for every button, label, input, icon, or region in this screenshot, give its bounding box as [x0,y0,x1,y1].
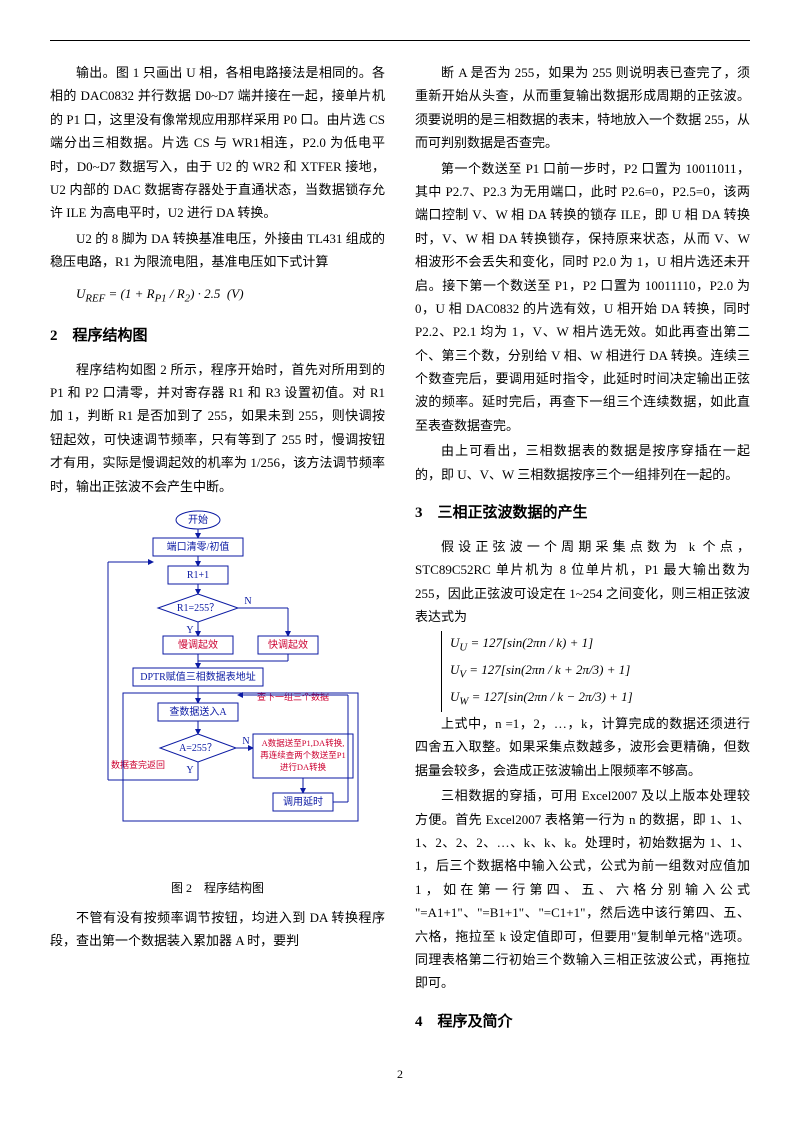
fc-label-y2: Y [186,765,193,776]
fc-label-n2: N [242,736,249,747]
fc-cmp-r1: R1=255？ [176,603,218,614]
right-p6: 三相数据的穿插，可用 Excel2007 及以上版本处理较方便。首先 Excel… [415,784,750,995]
fc-delay: 调用延时 [283,796,323,808]
eq-uu: UU = 127[sin(2πn / k) + 1] [450,631,750,658]
figure-2-caption: 图 2 程序结构图 [50,878,385,900]
left-p3: 程序结构如图 2 所示，程序开始时，首先对所用到的 P1 和 P2 口清零，并对… [50,358,385,498]
heading-section-4: 4 程序及简介 [415,1009,750,1036]
fc-inc: R1+1 [186,570,208,581]
top-rule [50,40,750,41]
right-p3: 由上可看出，三相数据表的数据是按序穿插在一起的，即 U、V、W 三相数据按序三个… [415,439,750,486]
fc-slow: 慢调起效 [178,638,218,651]
fc-da-line1: A数据送至P1,DA转换, [261,738,344,748]
eq-uw: UW = 127[sin(2πn / k − 2π/3) + 1] [450,685,750,712]
left-p1: 输出。图 1 只画出 U 相，各相电路接法是相同的。各相的 DAC0832 并行… [50,61,385,225]
left-column: 输出。图 1 只画出 U 相，各相电路接法是相同的。各相的 DAC0832 并行… [50,61,385,1044]
fc-cmp-a: A=255？ [179,743,217,754]
formula-uref: UREF = (1 + RP1 / R2) · 2.5 (V) [50,282,385,309]
right-column: 断 A 是否为 255，如果为 255 则说明表已查完了，须重新开始从头查，从而… [415,61,750,1044]
right-p2: 第一个数送至 P1 口前一步时，P2 口置为 10011011，其中 P2.7、… [415,157,750,438]
page-number: 2 [50,1064,750,1086]
right-p5: 上式中，n =1，2，…，k，计算完成的数据还须进行四舍五入取整。如果采集点数越… [415,712,750,782]
left-p2: U2 的 8 脚为 DA 转换基准电压，外接由 TL431 组成的稳压电路，R1… [50,227,385,274]
left-p4: 不管有没有按频率调节按钮，均进入到 DA 转换程序段，查出第一个数据装入累加器 … [50,906,385,953]
fc-da-line3: 进行DA转换 [279,762,326,772]
fc-fast: 快调起效 [268,638,308,651]
fc-init: 端口清零/初值 [166,540,229,553]
heading-section-3: 3 三相正弦波数据的产生 [415,500,750,527]
fc-da-line2: 再连续查两个数送至P1 [260,750,345,760]
eq-uv: UV = 127[sin(2πn / k + 2π/3) + 1] [450,658,750,685]
fc-lookup: 查数据送入A [169,705,227,718]
two-column-layout: 输出。图 1 只画出 U 相，各相电路接法是相同的。各相的 DAC0832 并行… [50,61,750,1044]
fc-dptr: DPTR赋值三相数据表地址 [140,670,256,683]
fc-done: 数据查完返回 [110,759,164,770]
fc-label-n1: N [244,596,251,607]
fc-label-y1: Y [186,625,193,636]
figure-2-flowchart: 开始 端口清零/初值 R1+1 R1=255？ N Y [68,508,368,868]
right-p4: 假设正弦波一个周期采集点数为 k 个点，STC89C52RC 单片机为 8 位单… [415,535,750,629]
right-p1: 断 A 是否为 255，如果为 255 则说明表已查完了，须重新开始从头查，从而… [415,61,750,155]
heading-section-2: 2 程序结构图 [50,323,385,350]
equation-system: UU = 127[sin(2πn / k) + 1] UV = 127[sin(… [441,631,750,712]
fc-start: 开始 [188,513,208,526]
